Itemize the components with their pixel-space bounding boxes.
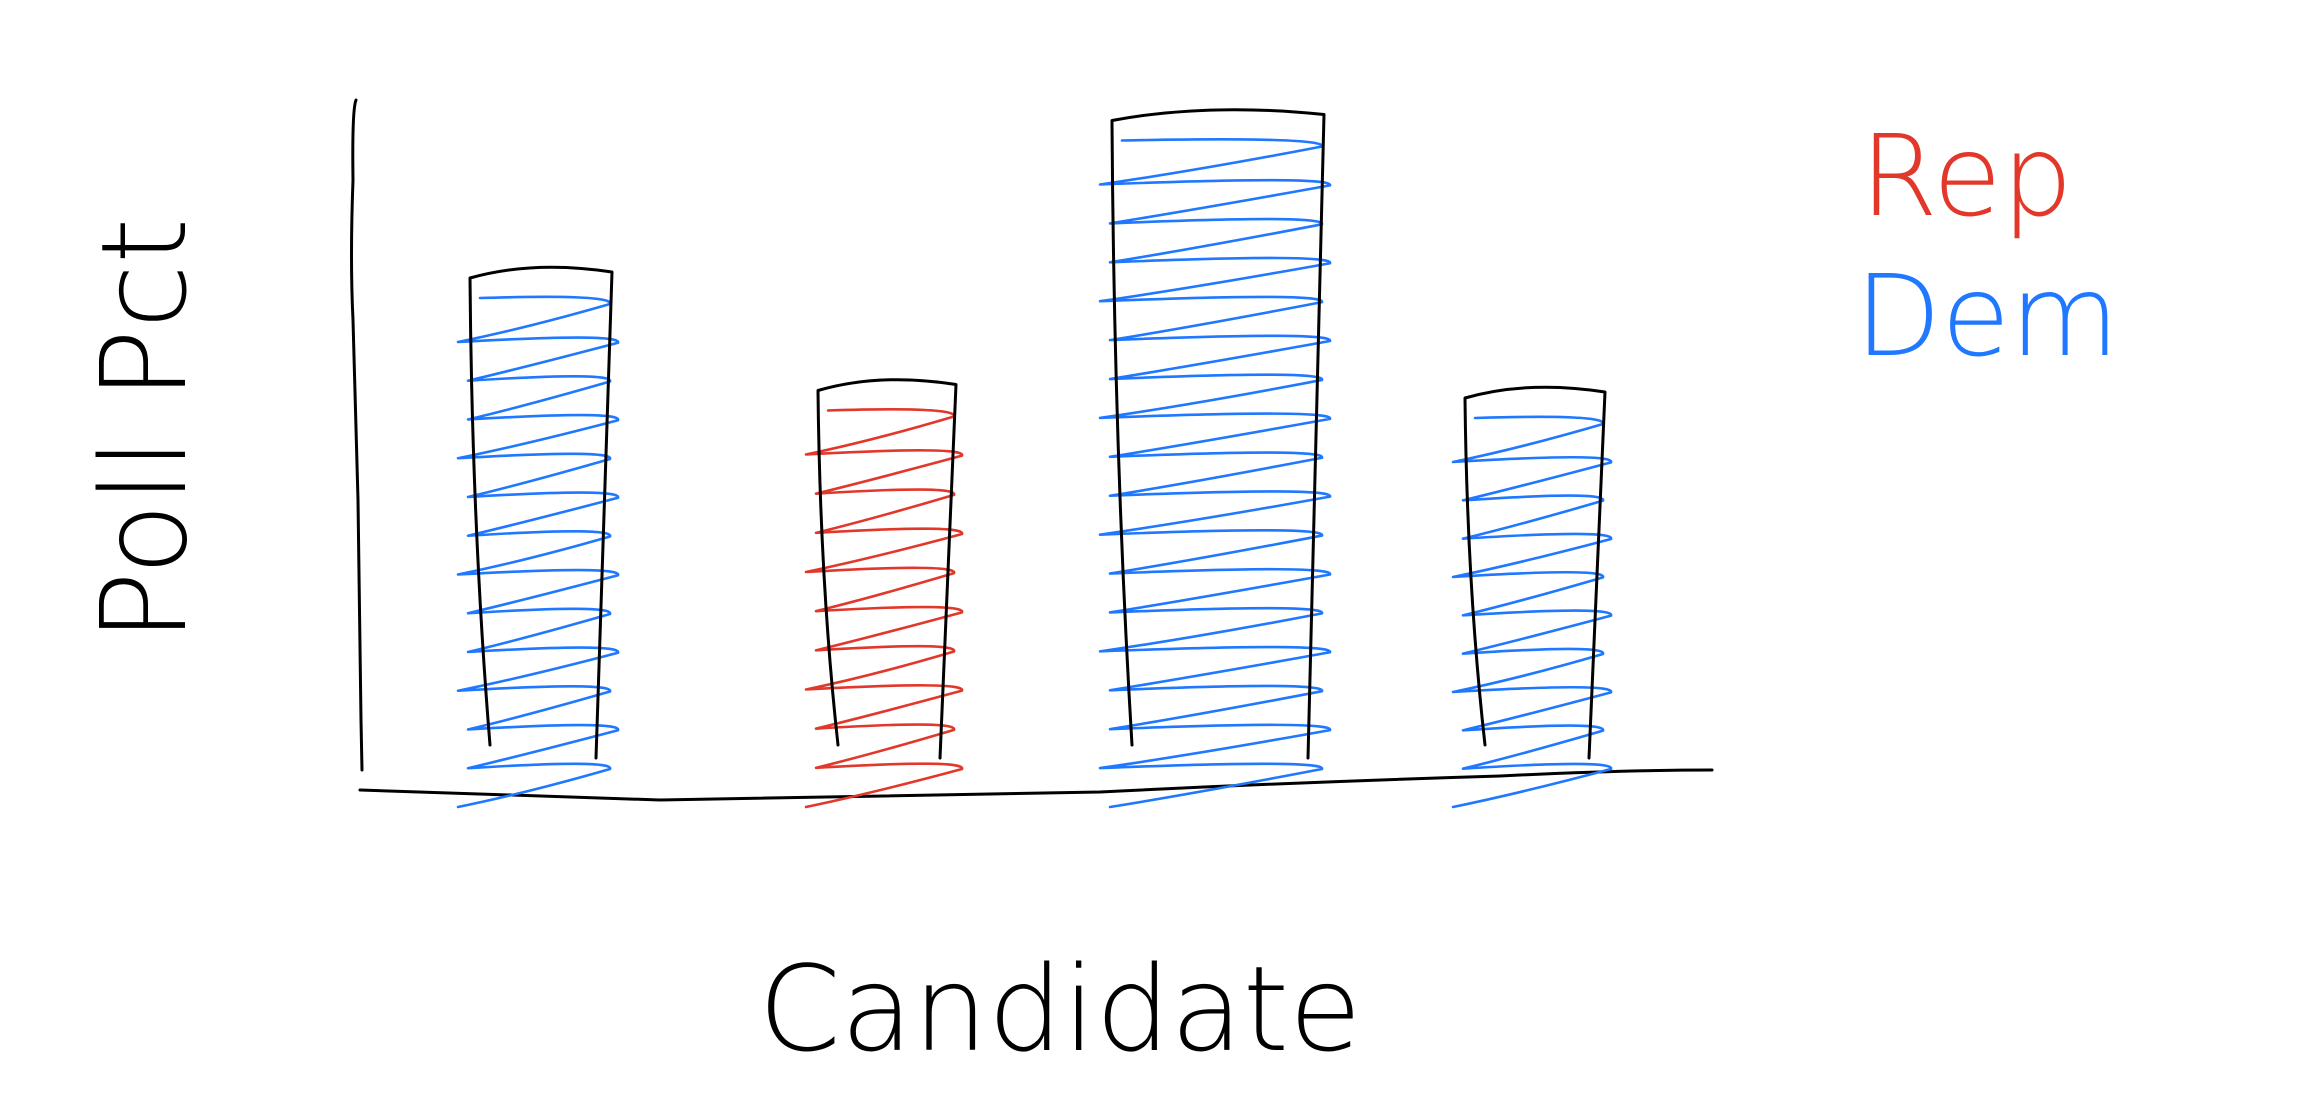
bar-fill-1: [456, 295, 620, 809]
bar-4: [1451, 385, 1613, 809]
bars-group: [456, 108, 1613, 809]
bar-outline-4: [1463, 385, 1607, 760]
bar-1: [456, 265, 620, 809]
bar-outline-2: [816, 378, 958, 760]
bar-2: [804, 378, 964, 809]
bar-outline-3: [1110, 108, 1326, 760]
bar-3: [1098, 108, 1332, 809]
axes: [350, 98, 1714, 802]
legend-entry-dem: Dem: [1855, 252, 2119, 382]
x-axis-line: [358, 768, 1714, 802]
bar-outline-1: [468, 265, 614, 760]
y-axis-line: [350, 98, 364, 772]
bar-fill-4: [1451, 415, 1613, 809]
bar-fill-2: [804, 408, 964, 809]
legend-entry-rep: Rep: [1860, 112, 2073, 242]
x-axis-label: Candidate: [758, 940, 1361, 1078]
y-axis-label: Poll Pct: [75, 218, 213, 643]
bar-fill-3: [1098, 138, 1332, 809]
